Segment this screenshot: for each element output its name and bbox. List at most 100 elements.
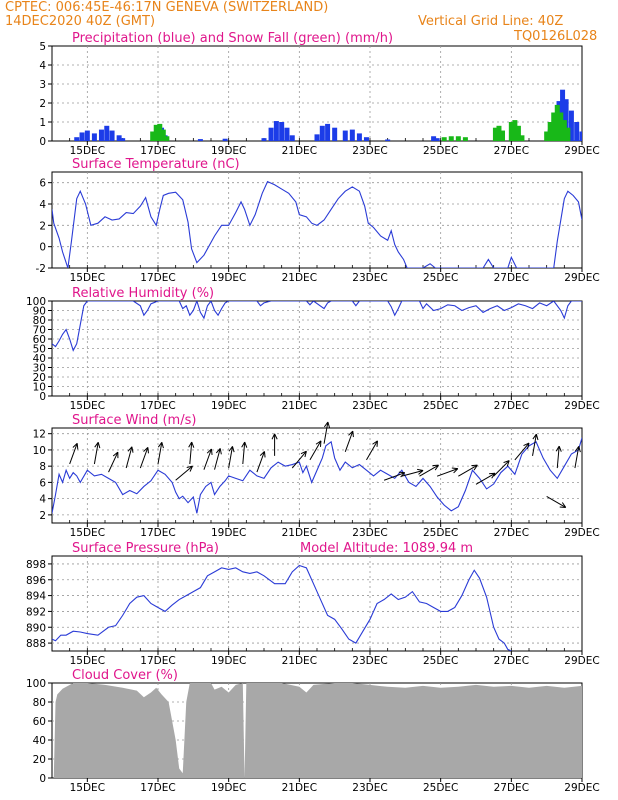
- x-tick-label: 17DEC: [140, 782, 175, 794]
- cloud-cover-area: [52, 683, 582, 778]
- wind-arrow: [366, 440, 378, 461]
- panel-title: Surface Temperature (nC): [72, 157, 240, 172]
- wind-arrow-head: [188, 441, 195, 448]
- x-tick-label: 19DEC: [211, 272, 246, 284]
- x-tick-label: 23DEC: [352, 782, 387, 794]
- x-tick-label: 29DEC: [564, 782, 599, 794]
- precip-bar: [273, 121, 279, 141]
- y-tick-label: 0: [39, 242, 46, 254]
- x-tick-label: 25DEC: [423, 400, 458, 412]
- wind-arrow-head: [94, 442, 101, 449]
- wind-arrow-head: [72, 442, 79, 450]
- wind-arrow: [93, 442, 99, 465]
- precip-bar: [261, 138, 267, 141]
- plot-frame: [51, 427, 583, 524]
- y-tick-label: 80: [33, 697, 46, 709]
- x-tick-label: 29DEC: [564, 400, 599, 412]
- plot-frame: [51, 555, 583, 652]
- wind-arrow-head: [206, 448, 213, 456]
- wind-arrow: [139, 447, 149, 469]
- panel-4: 15DEC 17DEC 19DEC 21DEC 23DEC 25DEC 27DEC 29DEC…: [33, 413, 600, 539]
- header-station: CPTEC: 006:45E-46:17N GENEVA (SWITZERLAN…: [5, 0, 329, 15]
- y-tick-label: 60: [33, 716, 46, 728]
- plot-area: [52, 180, 582, 268]
- y-tick-label: 1: [39, 117, 46, 129]
- x-tick-label: 27DEC: [494, 655, 529, 667]
- precip-bar: [565, 127, 571, 141]
- y-tick-label: -2: [36, 263, 46, 275]
- x-tick-label: 21DEC: [282, 400, 317, 412]
- plot-area: [52, 564, 512, 651]
- wind-arrow: [214, 448, 221, 470]
- wind-arrow-head: [503, 460, 510, 467]
- y-tick-label: 896: [26, 575, 46, 587]
- wind-arrow-head: [372, 440, 378, 447]
- plot-area: [52, 437, 582, 514]
- precip-bar: [385, 139, 391, 141]
- wind-arrow-head: [323, 421, 331, 428]
- wind-arrow: [157, 442, 163, 465]
- y-tick-label: 40: [33, 735, 46, 747]
- precip-bar: [279, 122, 285, 141]
- x-tick-label: 29DEC: [564, 655, 599, 667]
- series-line: [52, 437, 582, 514]
- y-tick-label: 6: [39, 178, 46, 190]
- precip-bar: [84, 130, 90, 141]
- precip-bar: [160, 129, 166, 141]
- y-tick-label: 100: [26, 296, 46, 308]
- x-tick-label: 25DEC: [423, 272, 458, 284]
- wind-arrow: [69, 443, 78, 465]
- precip-bar: [79, 132, 85, 141]
- plot-frame: [51, 45, 583, 142]
- y-tick-label: 40: [33, 353, 46, 365]
- x-tick-label: 15DEC: [70, 527, 105, 539]
- precip-bar: [561, 120, 567, 141]
- wind-arrow-head: [555, 445, 562, 452]
- x-tick-label: 15DEC: [70, 655, 105, 667]
- x-tick-label: 21DEC: [282, 272, 317, 284]
- x-tick-label: 23DEC: [352, 145, 387, 157]
- x-tick-label: 27DEC: [494, 145, 529, 157]
- precip-bar: [268, 127, 274, 141]
- precip-bar: [508, 122, 514, 141]
- y-tick-label: 894: [26, 591, 46, 603]
- precip-bar: [558, 112, 564, 141]
- y-tick-label: 4: [39, 494, 46, 506]
- wind-arrow: [291, 450, 307, 469]
- precip-bar: [519, 135, 525, 141]
- series-line: [52, 564, 512, 651]
- precip-bar: [551, 112, 557, 141]
- panel-2: 15DEC 17DEC 19DEC 21DEC 23DEC 25DEC 27DEC 29DEC…: [36, 157, 600, 284]
- precip-bar: [342, 130, 348, 141]
- wind-arrow-head: [398, 471, 406, 478]
- x-tick-label: 15DEC: [70, 272, 105, 284]
- panel-title: Precipitation (blue) and Snow Fall (gree…: [72, 31, 393, 46]
- wind-arrow: [228, 446, 233, 469]
- y-tick-label: 80: [33, 315, 46, 327]
- x-tick-label: 25DEC: [423, 527, 458, 539]
- wind-arrow-head: [241, 441, 248, 448]
- y-tick-label: 892: [26, 606, 46, 618]
- x-tick-label: 23DEC: [352, 272, 387, 284]
- x-tick-label: 21DEC: [282, 145, 317, 157]
- precip-bar: [164, 136, 170, 141]
- wind-arrow: [436, 468, 458, 477]
- header-datetime: 14DEC2020 40Z (GMT): [5, 14, 156, 29]
- wind-arrow-head: [559, 502, 567, 508]
- y-tick-label: 70: [33, 325, 46, 337]
- y-tick-label: 10: [33, 445, 46, 457]
- precip-bar: [197, 139, 203, 141]
- x-tick-label: 21DEC: [282, 527, 317, 539]
- precip-bar: [91, 133, 97, 141]
- wind-arrows: [69, 421, 581, 508]
- x-tick-label: 19DEC: [211, 400, 246, 412]
- precip-bar: [116, 135, 122, 141]
- header-model-id: TQ0126L028: [514, 29, 598, 44]
- x-tick-label: 27DEC: [494, 400, 529, 412]
- y-tick-label: 10: [33, 382, 46, 394]
- y-tick-label: 0: [39, 391, 46, 403]
- y-tick-label: 20: [33, 372, 46, 384]
- panel-3: 15DEC 17DEC 19DEC 21DEC 23DEC 25DEC 27DEC 29DEC…: [26, 286, 600, 412]
- wind-arrow: [344, 430, 354, 452]
